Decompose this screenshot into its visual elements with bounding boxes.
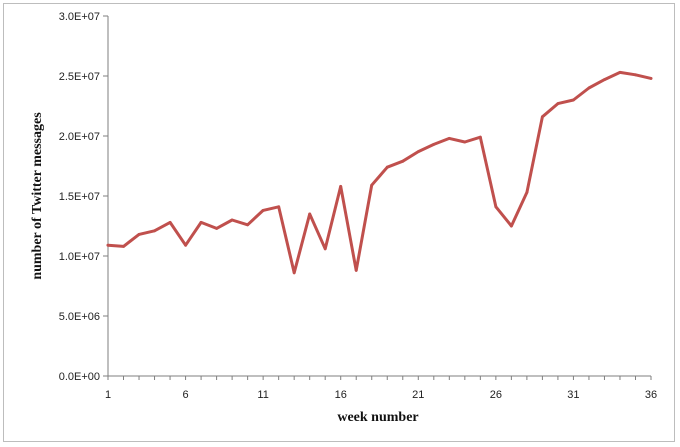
series-group (106, 70, 653, 275)
data-point (168, 221, 172, 224)
x-tick-label: 16 (335, 389, 347, 401)
y-tick-label: 1.0E+07 (59, 251, 100, 263)
y-tick-label: 2.0E+07 (59, 131, 100, 143)
series-line (106, 70, 653, 275)
x-tick-label: 36 (645, 389, 657, 401)
data-point (370, 183, 374, 187)
data-point (137, 233, 141, 236)
data-point (199, 221, 203, 224)
y-tick-label: 5.0E+06 (59, 311, 100, 323)
data-point (494, 205, 498, 209)
x-axis-title: week number (337, 410, 418, 425)
data-point (184, 243, 187, 247)
x-tick-label: 21 (412, 389, 424, 401)
y-tick-label: 3.0E+07 (59, 11, 100, 23)
data-point (323, 247, 327, 251)
data-point (122, 245, 125, 248)
data-point (308, 212, 312, 216)
data-point (261, 209, 265, 212)
data-point (230, 218, 234, 222)
data-point (339, 185, 343, 188)
data-point (541, 115, 544, 119)
data-point (634, 73, 637, 77)
data-point (292, 271, 296, 275)
x-tick-label: 26 (490, 389, 502, 401)
data-point (401, 159, 405, 163)
data-point (649, 77, 653, 80)
data-point (385, 165, 389, 169)
x-tick-label: 31 (567, 389, 579, 401)
data-point (463, 140, 467, 144)
data-point (416, 150, 420, 154)
x-tick-label: 1 (105, 389, 111, 401)
data-point (618, 71, 622, 74)
x-axis-ticks: 1 6 11 16 21 26 31 36 (105, 376, 657, 401)
y-tick-label: 1.5E+07 (59, 191, 100, 203)
data-point (246, 223, 250, 227)
data-point (525, 191, 529, 194)
y-axis-ticks: 0.0E+00 5.0E+06 1.0E+07 1.5E+07 2.0E+07 2.5E+… (59, 11, 108, 383)
data-point (478, 135, 482, 139)
y-axis-title: number of Twitter messages (30, 112, 45, 280)
data-point (509, 224, 513, 228)
data-point (447, 137, 451, 140)
x-tick-label: 11 (257, 389, 268, 401)
data-point (603, 78, 606, 81)
data-point (215, 227, 219, 230)
y-tick-label: 2.5E+07 (59, 71, 100, 83)
data-point (354, 269, 358, 272)
data-point (153, 229, 156, 233)
chart-frame (3, 3, 675, 442)
data-point (432, 143, 436, 146)
data-point (572, 98, 575, 102)
data-point (587, 86, 591, 90)
data-point (277, 205, 281, 209)
x-tick-label: 6 (183, 389, 189, 401)
axes (107, 16, 651, 377)
data-point (556, 102, 560, 105)
y-tick-label: 0.0E+00 (59, 371, 100, 383)
data-point (106, 243, 110, 247)
